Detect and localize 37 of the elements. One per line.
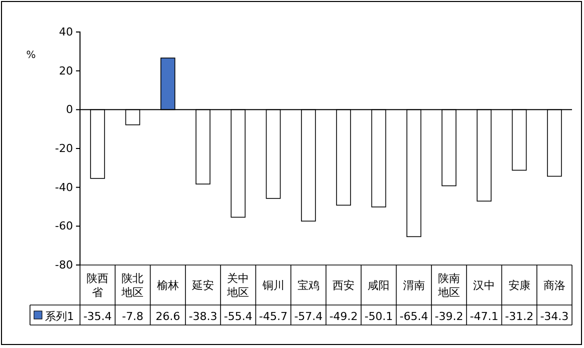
x-tick-label: 榆林: [156, 279, 179, 292]
x-tick-label: 陕西省: [86, 272, 109, 299]
data-label: -55.4: [224, 310, 252, 323]
data-label: -65.4: [400, 310, 428, 323]
data-label: -49.2: [329, 310, 358, 323]
x-tick-label: 安康: [508, 279, 530, 292]
x-tick-label: 宝鸡: [297, 279, 320, 292]
data-label: -7.8: [122, 310, 144, 323]
x-tick-label: 西安: [332, 279, 355, 292]
x-tick-label: 咸阳: [368, 279, 390, 292]
data-label: -35.4: [83, 310, 112, 323]
y-tick-label: 0: [66, 103, 73, 116]
y-tick-label: -20: [55, 142, 73, 156]
x-tick-label: 商洛: [543, 279, 566, 292]
y-axis-title: %: [26, 50, 36, 61]
data-label: -57.4: [294, 310, 323, 323]
y-tick-label: -40: [55, 180, 73, 194]
data-label: -45.7: [259, 310, 288, 323]
x-tick-label: 陕南地区: [437, 272, 460, 299]
y-tick-label: 20: [59, 64, 73, 78]
data-label: -47.1: [470, 310, 498, 323]
x-tick-label: 汉中: [473, 279, 496, 292]
data-label: -34.3: [540, 310, 569, 323]
data-label: -50.1: [364, 310, 393, 323]
data-label: -38.3: [188, 310, 218, 323]
data-label: 26.6: [156, 310, 180, 323]
y-tick-label: -80: [55, 258, 73, 272]
y-tick-label: -60: [55, 220, 73, 233]
data-label: -39.2: [434, 310, 464, 323]
x-tick-label: 延安: [191, 279, 214, 292]
legend-label: 系列1: [45, 310, 74, 323]
x-tick-label: 陕北地区: [120, 272, 144, 299]
y-tick-label: 40: [59, 26, 73, 39]
data-label: -31.2: [505, 310, 534, 323]
x-tick-label: 铜川: [261, 279, 284, 292]
x-tick-label: 关中地区: [226, 272, 250, 299]
x-tick-label: 渭南: [402, 279, 425, 292]
